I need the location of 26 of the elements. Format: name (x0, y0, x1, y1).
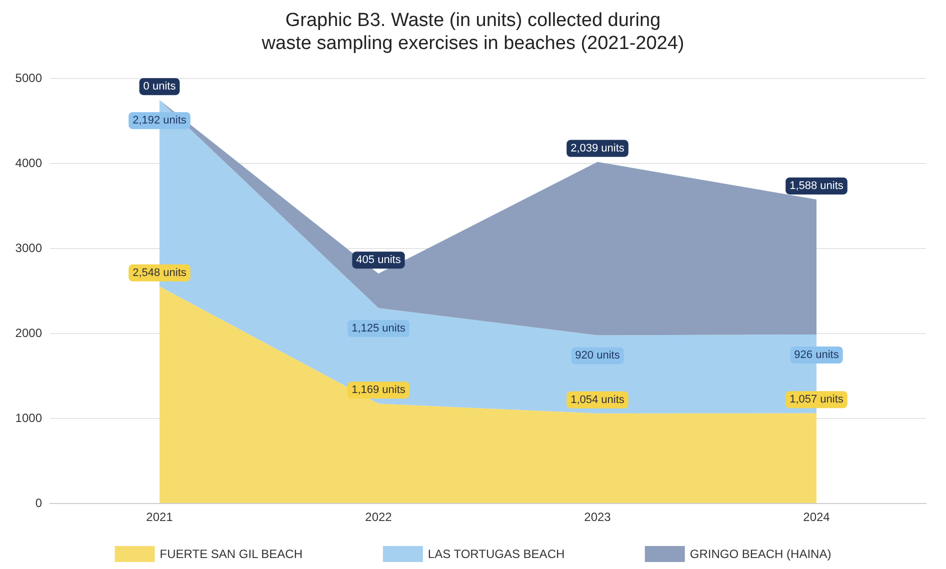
legend-label: LAS TORTUGAS BEACH (428, 547, 565, 561)
x-tick-label: 2022 (365, 510, 392, 524)
x-tick-label: 2024 (803, 510, 830, 524)
data-label: 2,548 units (132, 266, 187, 279)
data-label: 2,192 units (132, 114, 187, 127)
y-tick-label: 4000 (15, 156, 42, 170)
x-tick-label: 2021 (146, 510, 174, 524)
legend-label: FUERTE SAN GIL BEACH (160, 547, 302, 561)
y-tick-label: 3000 (15, 241, 42, 255)
data-label: 1,054 units (570, 394, 625, 406)
y-tick-label: 2000 (15, 326, 42, 340)
data-label: 926 units (794, 348, 840, 361)
x-tick-label: 2023 (584, 510, 612, 524)
data-label: 1,057 units (790, 394, 844, 406)
y-tick-label: 5000 (15, 71, 42, 85)
legend-label: GRINGO BEACH (HAINA) (690, 547, 832, 561)
data-label: 0 units (143, 80, 176, 93)
data-label: 2,039 units (570, 142, 625, 154)
data-label: 405 units (356, 254, 402, 266)
data-label: 1,169 units (352, 384, 406, 396)
y-tick-label: 1000 (15, 411, 42, 425)
y-tick-label: 0 (35, 496, 42, 510)
data-label: 1,125 units (352, 322, 406, 335)
data-label: 1,588 units (790, 180, 844, 192)
chart-title: Graphic B3. Waste (in units) collected during waste sampling exercises in beaches (2021-2024) (260, 10, 684, 54)
data-label: 920 units (575, 350, 620, 362)
